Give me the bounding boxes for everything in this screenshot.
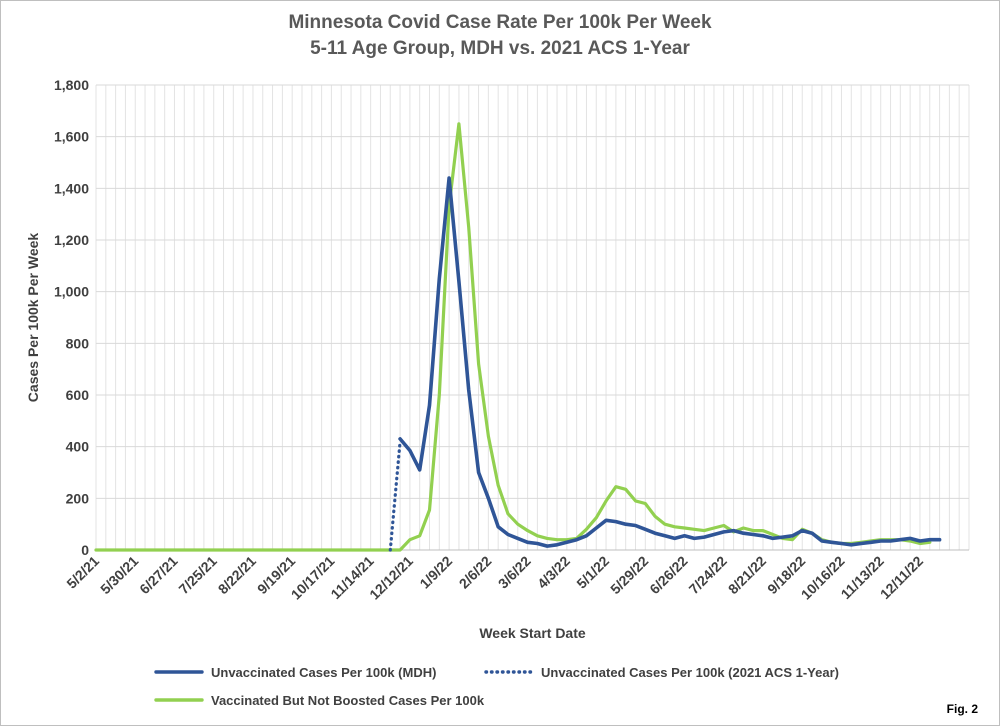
x-tick-label: 4/3/22 xyxy=(534,553,573,592)
legend: Unvaccinated Cases Per 100k (MDH) Unvacci… xyxy=(154,665,839,708)
chart-subtitle: 5-11 Age Group, MDH vs. 2021 ACS 1-Year xyxy=(310,38,690,59)
chart-title: Minnesota Covid Case Rate Per 100k Per W… xyxy=(288,12,712,33)
x-tick-label: 3/6/22 xyxy=(495,553,534,592)
x-tick-label: 7/25/21 xyxy=(175,553,219,597)
axes: 0 200 400 600 800 1,000 1,200 1,400 1,600 1,800 5/… xyxy=(25,77,969,641)
legend-label-1: Unvaccinated Cases Per 100k (2021 ACS 1-… xyxy=(541,665,839,680)
y-tick-label: 1,400 xyxy=(54,180,89,196)
series-line-1 xyxy=(388,439,402,552)
x-tick-label: 5/30/21 xyxy=(97,553,141,597)
x-tick-label: 5/29/22 xyxy=(607,553,651,597)
x-tick-label: 6/27/21 xyxy=(136,553,180,597)
y-tick-label: 200 xyxy=(66,490,90,506)
y-axis-title: Cases Per 100k Per Week xyxy=(25,233,41,403)
x-tick-label: 6/26/22 xyxy=(646,553,690,597)
y-tick-label: 0 xyxy=(81,542,89,558)
y-tick-label: 1,000 xyxy=(54,284,89,300)
x-tick-label: 10/17/21 xyxy=(288,553,338,603)
legend-label-2: Vaccinated But Not Boosted Cases Per 100… xyxy=(211,693,485,708)
x-tick-label: 2/6/22 xyxy=(456,553,495,592)
x-tick-label: 12/12/21 xyxy=(366,553,416,603)
y-tick-label: 1,600 xyxy=(54,129,89,145)
x-tick-label: 1/9/22 xyxy=(416,553,455,592)
series-line-2 xyxy=(94,122,932,552)
x-tick-label: 8/22/21 xyxy=(215,553,259,597)
legend-label-0: Unvaccinated Cases Per 100k (MDH) xyxy=(211,665,436,680)
y-tick-label: 1,200 xyxy=(54,232,89,248)
x-tick-label: 10/16/22 xyxy=(798,553,848,603)
series xyxy=(94,122,942,552)
x-tick-label: 12/11/22 xyxy=(877,553,926,602)
y-tick-label: 400 xyxy=(66,439,90,455)
series-line-0 xyxy=(398,176,942,548)
x-tick-label: 7/24/22 xyxy=(686,553,730,597)
y-tick-label: 1,800 xyxy=(54,77,89,93)
y-tick-label: 800 xyxy=(66,335,90,351)
x-axis-title: Week Start Date xyxy=(479,625,586,641)
grid xyxy=(95,84,970,550)
figure-label: Fig. 2 xyxy=(946,702,978,716)
y-tick-label: 600 xyxy=(66,387,90,403)
x-tick-label: 8/21/22 xyxy=(725,553,769,597)
